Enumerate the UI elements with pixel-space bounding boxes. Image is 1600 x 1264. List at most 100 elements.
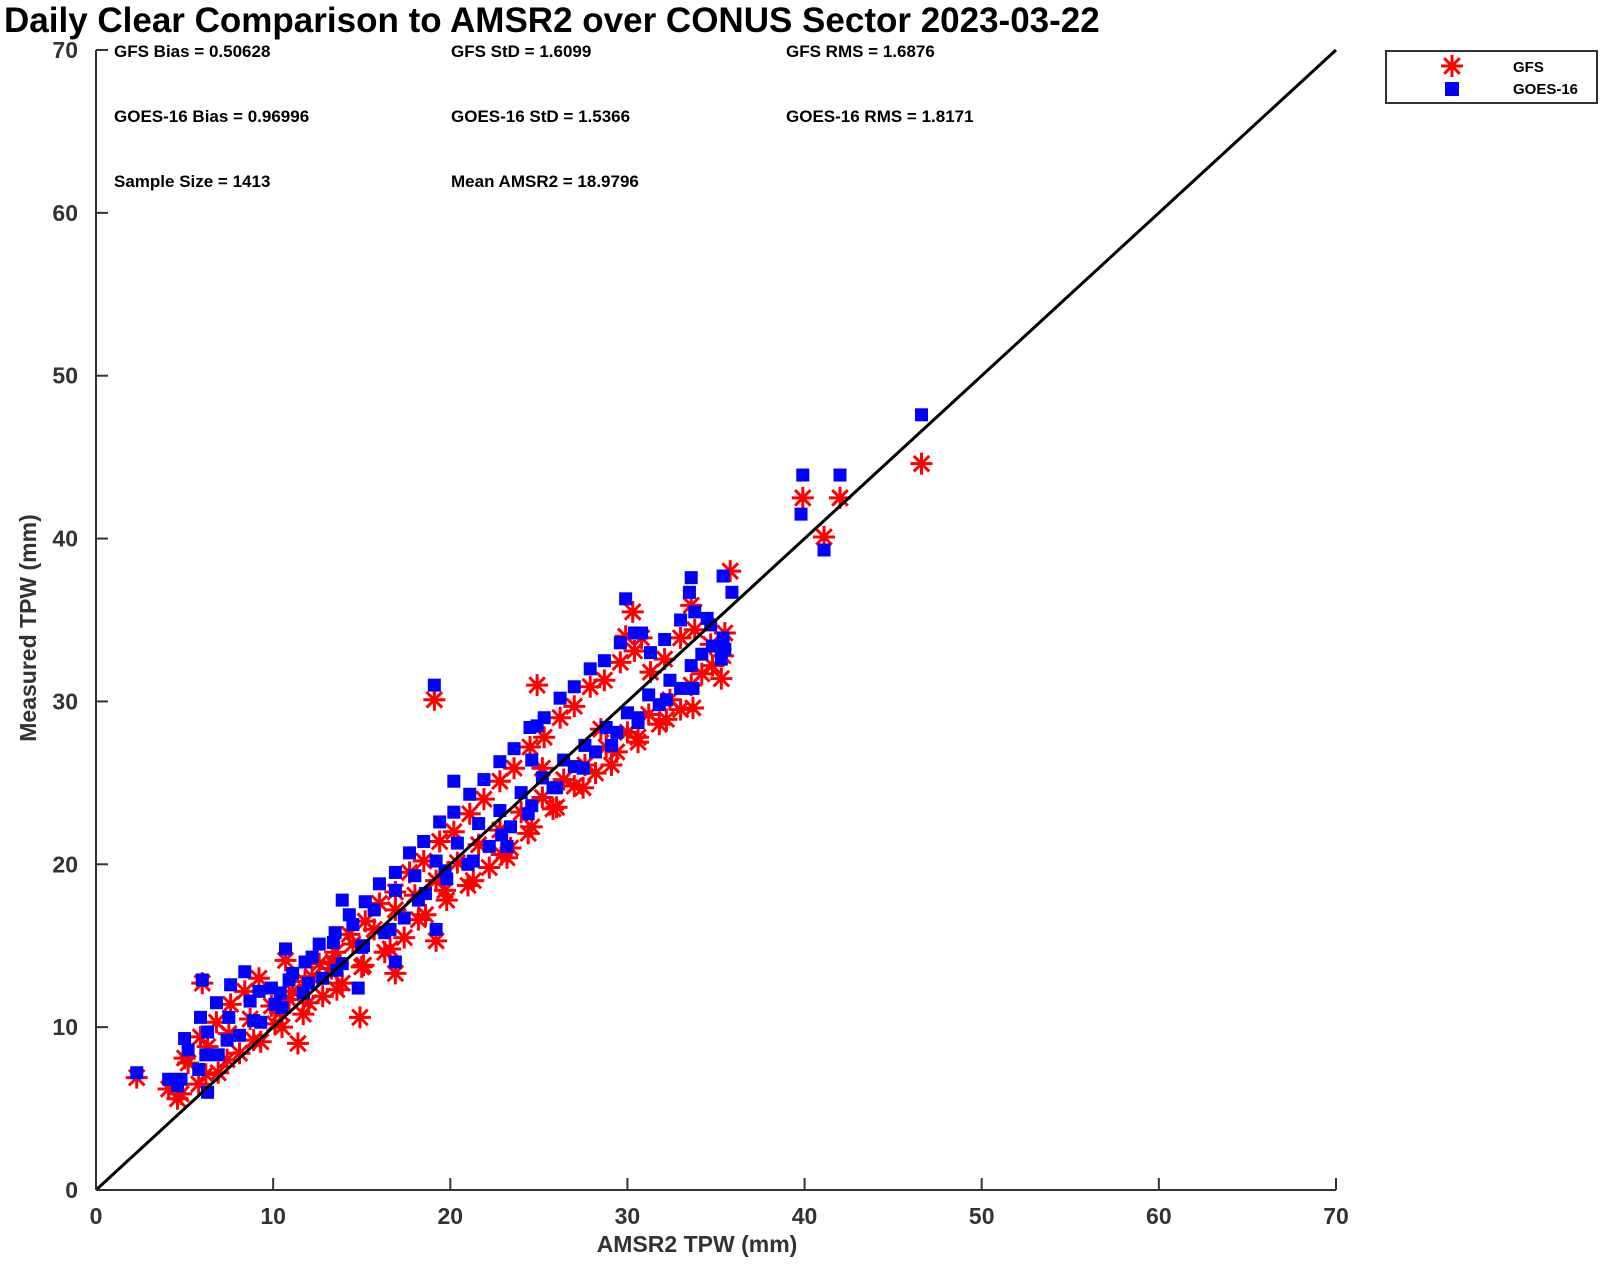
goes16-point [433, 815, 447, 829]
goes16-point [181, 1043, 195, 1057]
stat-goes-std: GOES-16 StD = 1.5366 [451, 107, 630, 126]
goes16-point [351, 981, 365, 995]
stat-goes-bias: GOES-16 Bias = 0.96996 [114, 107, 309, 126]
goes16-point [597, 654, 611, 668]
stat-gfs-std: GFS StD = 1.6099 [451, 42, 591, 61]
goes16-point [914, 408, 928, 422]
goes16-point [335, 893, 349, 907]
goes16-point [530, 719, 544, 733]
x-tick-label: 60 [1146, 1203, 1172, 1229]
x-tick-label: 20 [437, 1203, 463, 1229]
goes16-point [429, 854, 443, 868]
gfs-point [393, 926, 416, 949]
gfs-point [545, 796, 568, 819]
x-tick-label: 0 [90, 1203, 103, 1229]
goes16-point [388, 883, 402, 897]
gfs-point [348, 1006, 371, 1029]
goes16-point [550, 781, 564, 795]
legend-goes16-label: GOES-16 [1513, 81, 1578, 98]
stats-block: GFS Bias = 0.50628 GFS StD = 1.6099 GFS … [114, 42, 974, 191]
goes16-point [372, 877, 386, 891]
goes16-point [642, 688, 656, 702]
goes16-point [408, 869, 422, 883]
y-tick-label: 10 [52, 1014, 78, 1040]
goes16-point [700, 611, 714, 625]
y-tick-label: 0 [65, 1177, 78, 1203]
gfs-point [910, 452, 933, 475]
gfs-point [478, 856, 501, 879]
goes16-point [682, 585, 696, 599]
gfs-point [488, 770, 511, 793]
stat-goes-rms: GOES-16 RMS = 1.8171 [786, 107, 974, 126]
x-axis-label: AMSR2 TPW (mm) [597, 1231, 798, 1257]
goes16-point [268, 997, 282, 1011]
goes16-point [243, 994, 257, 1008]
goes16-point [211, 1048, 225, 1062]
plot-area: 0 10 20 30 40 50 60 70 0 10 20 30 40 50 60 70 [52, 37, 1348, 1229]
goes16-point [521, 807, 535, 821]
gfs-point [609, 651, 632, 674]
gfs-point [549, 706, 572, 729]
goes16-point [658, 633, 672, 647]
goes16-point [817, 543, 831, 557]
x-tick-label: 70 [1323, 1203, 1349, 1229]
goes16-point [298, 955, 312, 969]
goes16-point [326, 935, 340, 949]
x-tick-label: 50 [969, 1203, 995, 1229]
goes16-point [201, 1025, 215, 1039]
goes16-point [388, 955, 402, 969]
goes16-point [346, 918, 360, 932]
goes16-point [553, 691, 567, 705]
gfs-point [462, 869, 485, 892]
gfs-point [655, 708, 678, 731]
stat-mean-amsr2: Mean AMSR2 = 18.9796 [451, 172, 639, 191]
goes16-point [643, 646, 657, 660]
gfs-point [350, 955, 373, 978]
gfs-point [572, 776, 595, 799]
gfs-point [627, 731, 650, 754]
goes16-point [209, 996, 223, 1010]
goes16-point [463, 787, 477, 801]
goes16-point [716, 569, 730, 583]
y-tick-label: 70 [52, 37, 78, 63]
goes16-point [507, 742, 521, 756]
gfs-point [517, 822, 540, 845]
goes16-point [583, 662, 597, 676]
goes16-point [232, 1028, 246, 1042]
legend-box [1385, 50, 1598, 104]
goes16-point [417, 834, 431, 848]
x-tick-label: 30 [615, 1203, 641, 1229]
gfs-point [600, 753, 623, 776]
goes16-point [589, 745, 603, 759]
goes16-point [477, 773, 491, 787]
goes16-point [714, 652, 728, 666]
goes16-point [472, 817, 486, 831]
goes16-point [495, 828, 509, 842]
legend-gfs-label: GFS [1513, 59, 1544, 76]
gfs-point [407, 908, 430, 931]
gfs-point [503, 757, 526, 780]
y-tick-label: 50 [52, 363, 78, 389]
y-tick-label: 30 [52, 688, 78, 714]
gfs-point [423, 688, 446, 711]
goes16-point [613, 636, 627, 650]
goes16-point [388, 865, 402, 879]
goes16-point [199, 1048, 213, 1062]
gfs-point [428, 830, 451, 853]
legend: GFS GOES-16 [1385, 50, 1598, 104]
gfs-point [379, 937, 402, 960]
goes16-point [279, 942, 293, 956]
gfs-point [791, 486, 814, 509]
goes16-point [659, 693, 673, 707]
goes16-point [493, 755, 507, 769]
goes16-point [238, 965, 252, 979]
y-tick-label: 20 [52, 851, 78, 877]
goes16-point [674, 613, 688, 627]
x-tick-label: 40 [792, 1203, 818, 1229]
goes16-point [429, 922, 443, 936]
goes16-point [567, 680, 581, 694]
goes16-point [247, 1014, 261, 1028]
goes16-point [224, 978, 238, 992]
x-tick-label: 10 [260, 1203, 286, 1229]
goes16-point [695, 647, 709, 661]
